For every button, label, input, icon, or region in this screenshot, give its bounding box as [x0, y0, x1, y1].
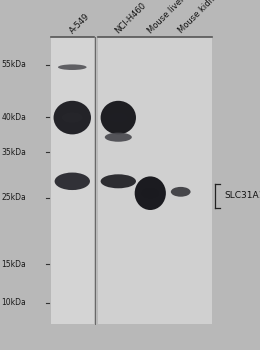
Text: 55kDa: 55kDa	[1, 60, 26, 69]
FancyBboxPatch shape	[51, 37, 94, 324]
Ellipse shape	[62, 113, 83, 122]
Ellipse shape	[171, 187, 191, 197]
FancyBboxPatch shape	[98, 37, 212, 324]
Text: 35kDa: 35kDa	[1, 148, 26, 157]
Text: 25kDa: 25kDa	[1, 193, 26, 202]
Text: SLC31A1: SLC31A1	[224, 191, 260, 201]
Ellipse shape	[105, 133, 132, 142]
Ellipse shape	[101, 174, 136, 188]
Ellipse shape	[54, 101, 91, 134]
Ellipse shape	[135, 176, 166, 210]
Text: 10kDa: 10kDa	[1, 298, 26, 307]
Ellipse shape	[109, 113, 128, 122]
Ellipse shape	[101, 101, 136, 134]
Ellipse shape	[58, 64, 87, 70]
Ellipse shape	[142, 188, 159, 198]
Text: Mouse liver: Mouse liver	[146, 0, 186, 35]
Text: Mouse kidney: Mouse kidney	[177, 0, 224, 35]
Text: 15kDa: 15kDa	[1, 260, 26, 269]
Ellipse shape	[55, 173, 90, 190]
Text: A-549: A-549	[68, 12, 91, 35]
Text: 40kDa: 40kDa	[1, 113, 26, 122]
Text: NCI-H460: NCI-H460	[113, 0, 148, 35]
